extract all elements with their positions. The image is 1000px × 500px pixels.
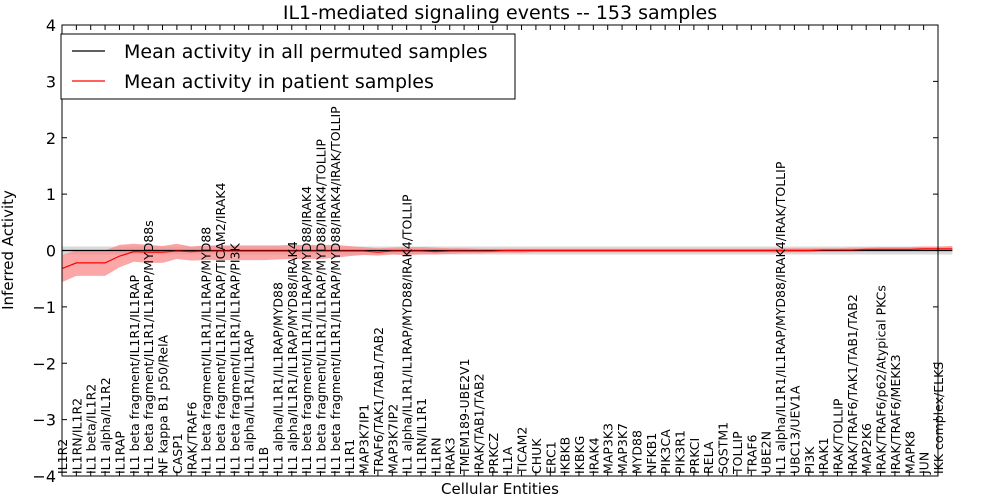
y-tick-label: −3 — [32, 411, 56, 430]
x-tick-label: IL1 beta fragment/IL1R1/IL1RAP/TICAM2/IR… — [213, 183, 228, 474]
x-tick-label: IL1RN/IL1R2 — [69, 398, 84, 474]
x-tick-label: SQSTM1 — [716, 422, 731, 474]
x-tick-label: IRAK1 — [816, 437, 831, 474]
y-tick-label: −4 — [32, 467, 56, 486]
y-tick-label: 1 — [46, 185, 56, 204]
x-tick-label: JUN — [917, 452, 932, 475]
x-tick-label: CHUK — [529, 438, 544, 474]
x-tick-label: IL1 beta/IL1R2 — [84, 384, 99, 474]
x-tick-label: MAP3K7IP1 — [357, 404, 372, 474]
x-tick-label: UBE2N — [759, 431, 774, 474]
x-tick-label: IL1 beta fragment/IL1R1/IL1RAP — [127, 274, 142, 474]
legend-label-permuted: Mean activity in all permuted samples — [124, 41, 487, 63]
x-tick-label: IKBKB — [558, 437, 573, 474]
legend-box — [60, 33, 516, 100]
x-tick-label: CASP1 — [170, 433, 185, 474]
x-tick-label: MAP3K7 — [615, 423, 630, 474]
y-axis-label: Inferred Activity — [0, 190, 17, 310]
x-tick-label: UBC13/UEV1A — [787, 385, 802, 474]
x-tick-label: IL1 beta fragment/IL1R1/IL1RAP/MYD88 — [199, 227, 214, 474]
x-tick-label: IKK complex/ELKS — [931, 362, 946, 474]
y-tick-label: −2 — [32, 354, 56, 373]
x-tick-label: IL1 alpha/IL1R1/IL1RAP/MYD88/IRAK4/IRAK/… — [773, 161, 788, 474]
x-tick-label: IRAK/TAB1/TAB2 — [471, 373, 486, 474]
x-tick-label: IL1 beta fragment/IL1R1/IL1RAP/MYD88s — [141, 220, 156, 474]
y-axis: −4 −3 −2 −1 0 1 2 3 4 — [32, 16, 938, 486]
chart-title: IL1-mediated signaling events -- 153 sam… — [283, 2, 717, 24]
x-tick-label: IL1 beta fragment/IL1R1/IL1RAP/PI3K — [227, 243, 242, 474]
x-tick-label: IL1RN/IL1R1 — [414, 398, 429, 474]
x-tick-label: PRKCZ — [486, 433, 501, 474]
x-tick-label: IRAK3 — [443, 437, 458, 474]
x-tick-label: MAP3K3 — [601, 423, 616, 474]
x-tick-label: PRKCI — [687, 438, 702, 474]
y-tick-label: 0 — [46, 242, 56, 261]
x-tick-label: IL1RAP — [112, 431, 127, 474]
x-tick-label: PIK3R1 — [673, 430, 688, 474]
x-tick-label: TRAF6 — [744, 434, 759, 475]
x-tick-label: IL1RN — [428, 437, 443, 474]
legend: Mean activity in all permuted samples Me… — [60, 33, 516, 100]
x-tick-label: IL1B — [256, 447, 271, 474]
x-tick-label: PIK3CA — [658, 429, 673, 474]
y-tick-label: 3 — [46, 72, 56, 91]
x-tick-label: MAP2K6 — [859, 423, 874, 474]
series-band-1 — [62, 243, 953, 283]
x-tick-label: IRAK/TRAF6/TAK1/TAB1/TAB2 — [845, 294, 860, 474]
x-tick-label: IRAK/TRAF6 — [184, 402, 199, 474]
y-tick-label: 4 — [46, 16, 56, 35]
series-line-1 — [61, 248, 953, 270]
x-tick-label: IRAK/TRAF6/p62/Atypical PKCs — [874, 285, 889, 474]
x-tick-label: NFKB1 — [644, 433, 659, 474]
x-tick-label: RELA — [701, 441, 716, 474]
x-tick-label: IL1R1 — [342, 439, 357, 474]
y-tick-label: −1 — [32, 298, 56, 317]
x-tick-label: IRAK/TRAF6/MEKK3 — [888, 354, 903, 474]
x-tick-label: IL1 alpha/IL1R1/IL1RAP/MYD88 — [270, 282, 285, 474]
x-tick-label: PI3K — [802, 446, 817, 474]
x-tick-label: TRAF6/TAK1/TAB1/TAB2 — [371, 327, 386, 475]
x-tick-label: MAPK8 — [902, 431, 917, 474]
x-tick-label: IL1 beta fragment/IL1R1/IL1RAP/MYD88/IRA… — [328, 106, 343, 474]
x-axis: IL1R2 IL1RN/IL1R2 IL1 beta/IL1R2 IL1 alpha/… — [55, 25, 946, 476]
x-tick-label: TOLLIP — [730, 431, 745, 475]
x-axis-label: Cellular Entities — [441, 480, 559, 498]
legend-label-patient: Mean activity in patient samples — [124, 71, 434, 93]
x-tick-label: IL1 alpha/IL1R2 — [98, 377, 113, 474]
x-tick-label: TICAM2 — [515, 427, 530, 475]
x-tick-label: NF kappa B1 p50/RelA — [156, 334, 171, 474]
plot-area — [61, 243, 953, 283]
x-tick-label: IRAK4 — [586, 437, 601, 474]
x-tick-label: IL1A — [500, 446, 515, 474]
x-tick-label: IKBKG — [572, 436, 587, 474]
x-tick-label: IRAK/TOLLIP — [830, 398, 845, 474]
x-tick-label: IL1 alpha/IL1R1/IL1RAP — [242, 330, 257, 474]
x-tick-label: IL1R2 — [55, 439, 70, 474]
x-tick-label: IL1 alpha/IL1R1/IL1RAP/MYD88/IRAK4/TOLLI… — [400, 194, 415, 474]
x-tick-label: MYD88 — [629, 430, 644, 474]
x-tick-label: ERC1 — [543, 441, 558, 474]
x-tick-label: IL1 beta fragment/IL1R1/IL1RAP/MYD88/IRA… — [313, 139, 328, 474]
x-tick-label: TMEM189-UBE2V1 — [457, 358, 472, 475]
x-tick-label: MAP3K7IP2 — [385, 404, 400, 474]
y-tick-label: 2 — [46, 129, 56, 148]
x-tick-label: IL1 beta fragment/IL1R1/IL1RAP/MYD88/IRA… — [299, 186, 314, 474]
x-tick-label: IL1 alpha/IL1R1/IL1RAP/MYD88/IRAK4 — [285, 241, 300, 474]
